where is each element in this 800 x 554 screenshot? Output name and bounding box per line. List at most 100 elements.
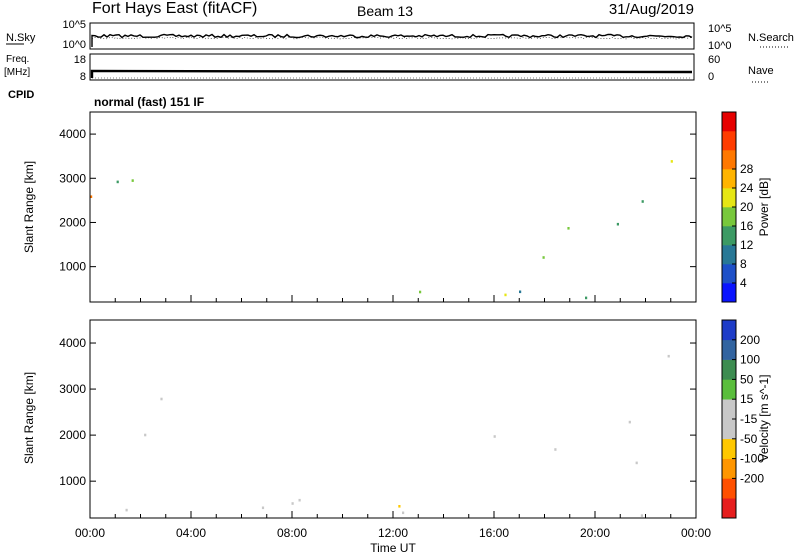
nave-label: Nave bbox=[748, 65, 774, 77]
date-label: 31/Aug/2019 bbox=[609, 1, 694, 18]
colorbar-swatch bbox=[722, 188, 736, 208]
freq-panel-frame bbox=[89, 53, 695, 81]
freq-left-label: Freq. bbox=[6, 54, 29, 65]
colorbar-swatch bbox=[722, 339, 736, 360]
power-panel-frame bbox=[89, 111, 697, 303]
colorbar-swatch bbox=[722, 359, 736, 380]
xtick-label: 00:00 bbox=[75, 526, 105, 540]
colorbar-swatch bbox=[722, 320, 736, 341]
colorbar-swatch bbox=[722, 112, 736, 132]
frequency-line bbox=[90, 69, 693, 78]
colorbar-swatch bbox=[722, 419, 736, 440]
ytick-label: 3000 bbox=[59, 171, 86, 185]
cpid-label: CPID bbox=[8, 89, 34, 101]
data-cell bbox=[542, 256, 545, 259]
colorbar-swatch bbox=[722, 207, 736, 227]
noise-panel-frame bbox=[89, 22, 695, 50]
data-cell bbox=[554, 448, 557, 451]
noise-right-tick-top: 10^5 bbox=[708, 23, 732, 35]
colorbar-tick-label: 8 bbox=[740, 257, 747, 271]
freq-trace bbox=[90, 69, 693, 79]
ytick-label: 1000 bbox=[59, 474, 86, 488]
beam-label: Beam 13 bbox=[357, 3, 413, 19]
colorbar-swatch bbox=[722, 245, 736, 265]
xtick-label: 04:00 bbox=[176, 526, 206, 540]
colorbar-swatch bbox=[722, 379, 736, 400]
noise-right-tick-bottom: 10^0 bbox=[708, 40, 732, 52]
colorbar-tick-label: 50 bbox=[740, 372, 754, 386]
data-cell bbox=[628, 420, 631, 424]
colorbar-swatch bbox=[722, 399, 736, 420]
noise-sky-line bbox=[91, 33, 693, 47]
colorbar-tick-label: -200 bbox=[740, 471, 764, 485]
velocity-y-axis: 1000 2000 3000 4000 bbox=[59, 336, 696, 488]
colorbar-tick-label: 20 bbox=[740, 200, 754, 214]
colorbar-tick-label: 15 bbox=[740, 392, 754, 406]
data-cell bbox=[667, 354, 670, 358]
freq-left-tick-top: 18 bbox=[74, 54, 86, 66]
freq-left-units: [MHz] bbox=[4, 67, 30, 78]
freq-right-tick-top: 60 bbox=[708, 54, 720, 66]
colorbar-tick-label: 16 bbox=[740, 219, 754, 233]
colorbar-swatch bbox=[722, 498, 736, 519]
data-cell bbox=[519, 290, 522, 294]
colorbar-tick-label: 28 bbox=[740, 162, 754, 176]
xtick-label: 08:00 bbox=[277, 526, 307, 540]
data-cell bbox=[398, 505, 401, 508]
noise-left-label: N.Sky bbox=[6, 32, 36, 44]
ytick-label: 1000 bbox=[59, 260, 86, 274]
data-cell bbox=[160, 397, 163, 401]
noise-right-label: N.Search bbox=[748, 32, 794, 44]
xtick-label: 20:00 bbox=[580, 526, 610, 540]
colorbar-tick-label: 100 bbox=[740, 353, 760, 367]
data-cell bbox=[90, 195, 93, 198]
colorbar-tick-label: 12 bbox=[740, 238, 754, 252]
colorbar-swatch bbox=[722, 226, 736, 246]
freq-left-tick-bottom: 8 bbox=[80, 71, 86, 83]
colorbar-swatch bbox=[722, 478, 736, 499]
xtick-label: 00:00 bbox=[681, 526, 711, 540]
power-y-axis: 1000 2000 3000 4000 bbox=[59, 127, 696, 274]
ytick-label: 4000 bbox=[59, 336, 86, 350]
data-cell bbox=[298, 498, 301, 502]
station-title: Fort Hays East (fitACF) bbox=[92, 0, 257, 17]
colorbar-tick-label: -100 bbox=[740, 452, 764, 466]
xtick-label: 16:00 bbox=[479, 526, 509, 540]
velocity-panel-frame bbox=[89, 319, 697, 519]
data-cell bbox=[504, 293, 507, 297]
data-cell bbox=[131, 179, 134, 182]
ytick-label: 4000 bbox=[59, 127, 86, 141]
colorbar-swatch bbox=[722, 150, 736, 170]
data-cell bbox=[116, 180, 119, 184]
colorbar-swatch bbox=[722, 264, 736, 284]
data-cell bbox=[567, 227, 570, 230]
data-cell bbox=[144, 433, 147, 437]
power-colorbar-label: Power [dB] bbox=[757, 178, 771, 237]
cpid-value: normal (fast) 151 IF bbox=[94, 95, 204, 109]
ytick-label: 2000 bbox=[59, 428, 86, 442]
ytick-label: 3000 bbox=[59, 382, 86, 396]
colorbar-swatch bbox=[722, 283, 736, 303]
data-cell bbox=[125, 508, 128, 512]
colorbar-swatch bbox=[722, 458, 736, 479]
colorbar-tick-label: 200 bbox=[740, 333, 760, 347]
data-cell bbox=[640, 514, 643, 517]
data-cell bbox=[641, 200, 644, 203]
data-cell bbox=[261, 506, 265, 510]
noise-trace bbox=[91, 33, 693, 47]
velocity-colorbar: 200 100 50 15 -15 -50 -100 -200 bbox=[721, 319, 764, 519]
colorbar-swatch bbox=[722, 438, 736, 459]
data-cell bbox=[585, 296, 588, 300]
xtick-label: 12:00 bbox=[378, 526, 408, 540]
freq-right-tick-bottom: 0 bbox=[708, 71, 714, 83]
colorbar-swatch bbox=[722, 169, 736, 189]
colorbar-swatch bbox=[722, 131, 736, 151]
data-cell bbox=[670, 160, 673, 163]
colorbar-tick-label: -50 bbox=[740, 432, 758, 446]
data-cell bbox=[402, 511, 405, 515]
velocity-heatmap bbox=[125, 354, 670, 517]
velocity-colorbar-label: Velocity [m s^-1] bbox=[757, 375, 771, 462]
power-colorbar: 4 8 12 16 20 24 28 bbox=[721, 111, 754, 303]
